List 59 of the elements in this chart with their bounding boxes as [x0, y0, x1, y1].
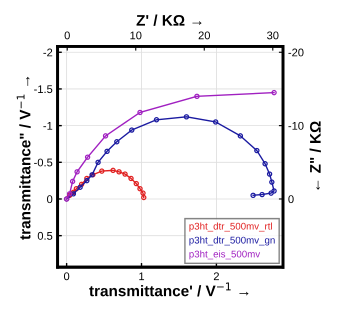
point	[238, 133, 244, 139]
point	[212, 119, 218, 125]
point	[116, 169, 122, 175]
point	[122, 171, 128, 177]
point	[128, 176, 134, 182]
x-axis-title: transmittance' / V$^{−1}$ →	[89, 282, 248, 296]
x2-tick-label: 20	[198, 31, 210, 40]
y2-tick-label: -20	[288, 48, 304, 56]
point	[137, 110, 143, 116]
point	[194, 94, 200, 99]
line-series	[64, 90, 277, 202]
y-axis-title: transmittance" / V$^{−1}$ →	[16, 76, 31, 240]
x-tick-label: 1	[139, 272, 144, 280]
point	[254, 148, 260, 154]
point	[114, 139, 120, 144]
text: p3ht_dtr_500mv_rtl	[189, 222, 272, 232]
y-tick-label: -0.5	[34, 158, 52, 166]
point	[184, 114, 190, 120]
x2-tick-label: 30	[267, 31, 279, 40]
x2-axis-title: Z' / KΩ →	[136, 14, 202, 26]
point	[269, 179, 275, 185]
point	[70, 178, 76, 184]
point	[99, 168, 105, 174]
point	[266, 171, 272, 177]
point	[77, 184, 83, 190]
text: p3ht_eis_500mv	[189, 250, 260, 260]
x2-tick-label: 0	[64, 31, 70, 40]
point	[271, 90, 277, 96]
point	[140, 190, 146, 196]
point	[74, 186, 80, 192]
point	[154, 117, 160, 122]
y-tick-label: -1	[43, 122, 52, 130]
point	[74, 169, 80, 175]
point	[95, 160, 101, 166]
point	[262, 161, 268, 166]
y-tick-label: 0	[47, 195, 52, 204]
y2-tick-label: 0	[288, 195, 294, 204]
y2-tick-label: -10	[288, 122, 304, 130]
point	[78, 182, 84, 188]
point	[84, 154, 90, 160]
y-tick-label: 0.5	[38, 232, 52, 240]
x-tick-label: 2	[214, 272, 219, 280]
point	[268, 190, 274, 196]
point	[104, 148, 110, 154]
point	[110, 168, 116, 174]
point	[141, 194, 146, 200]
point	[250, 192, 256, 198]
y-tick-label: -1.5	[34, 85, 52, 94]
point	[259, 192, 265, 198]
text: p3ht_dtr_500mv_gn	[189, 236, 275, 246]
y2-axis-title: ← Z" / KΩ	[310, 121, 321, 190]
point	[271, 188, 277, 194]
point	[134, 180, 139, 186]
x-tick-label: 0	[64, 272, 70, 280]
point	[102, 133, 108, 139]
y-tick-label: -2	[43, 48, 52, 56]
x2-tick-label: 10	[130, 31, 142, 40]
point	[129, 127, 134, 133]
point	[137, 186, 143, 192]
